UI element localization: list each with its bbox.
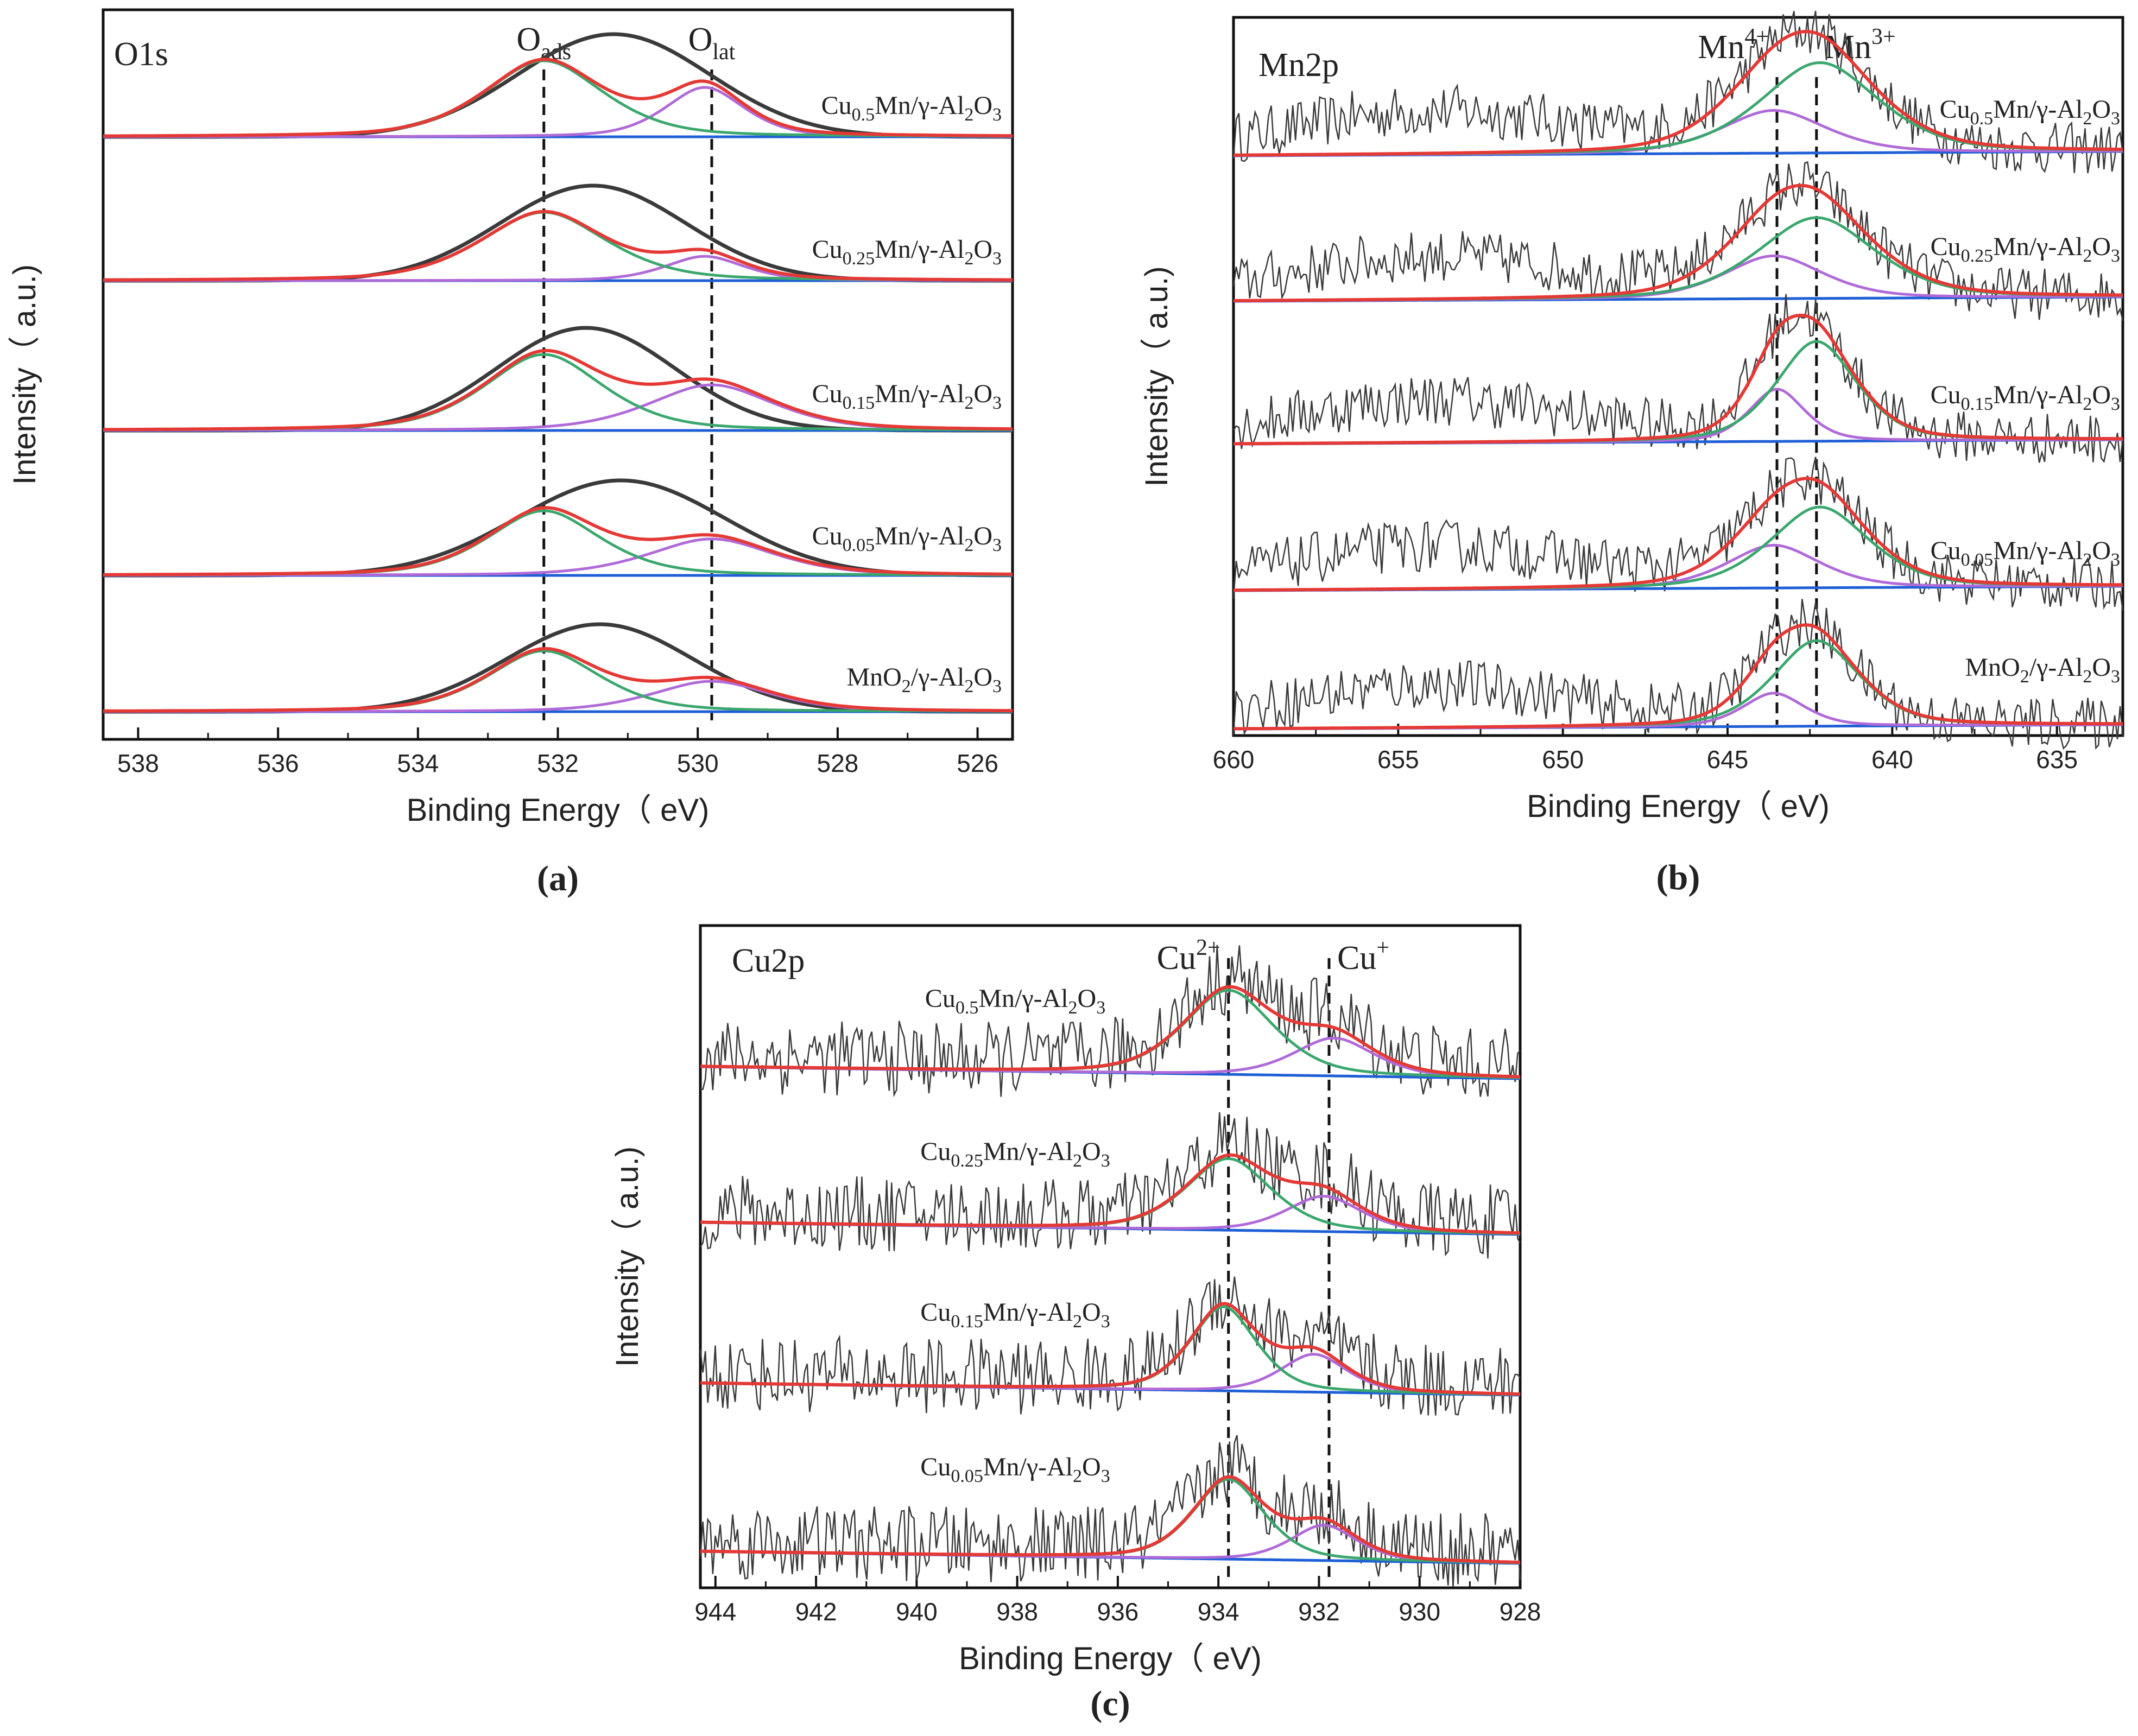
y-axis-label: Intensity（ a.u.) — [1139, 266, 1174, 486]
panel-label: (b) — [1656, 858, 1700, 897]
series-label: MnO2/γ-Al2O3 — [1965, 653, 2120, 687]
x-axis-label: Binding Energy（ eV) — [1527, 789, 1830, 824]
x-tick-label: 655 — [1377, 745, 1419, 774]
reference-label: Cu2+ — [1157, 935, 1220, 977]
x-tick-label: 930 — [1399, 1598, 1440, 1626]
measured-line — [103, 32, 1013, 139]
series-cu0-05mn-al2o3: Cu0.05Mn/γ-Al2O3 — [699, 1435, 1521, 1587]
envelope-line — [103, 210, 1013, 282]
series-cu0-25mn-al2o3: Cu0.25Mn/γ-Al2O3 — [103, 183, 1013, 283]
panel-label: (c) — [1090, 1684, 1130, 1724]
plot-frame — [1232, 16, 2124, 737]
x-tick-label: 635 — [2036, 745, 2078, 774]
series-label: Cu0.25Mn/γ-Al2O3 — [812, 235, 1002, 269]
reference-label: Cu+ — [1337, 935, 1389, 977]
y-axis-label: Intensity（ a.u.) — [7, 264, 42, 485]
x-tick-label: 936 — [1097, 1598, 1139, 1626]
series-label: Cu0.15Mn/γ-Al2O3 — [1931, 381, 2120, 414]
x-tick-label: 536 — [257, 749, 299, 777]
y-axis-label: Intensity（ a.u.) — [610, 1146, 645, 1367]
measured-line — [699, 1435, 1521, 1587]
series-cu0-15mn-al2o3: Cu0.15Mn/γ-Al2O3 — [103, 326, 1013, 433]
x-tick-label: 660 — [1213, 745, 1255, 774]
x-tick-label: 532 — [537, 749, 579, 777]
series-label: Cu0.05Mn/γ-Al2O3 — [920, 1453, 1110, 1486]
x-tick-label: 944 — [694, 1598, 736, 1626]
x-tick-label: 942 — [795, 1598, 837, 1626]
reference-label: Mn4+ — [1698, 24, 1769, 66]
envelope-line — [1233, 477, 2123, 592]
series-mno2-al2o3: MnO2/γ-Al2O3 — [103, 622, 1013, 714]
series-label: Cu0.15Mn/γ-Al2O3 — [812, 379, 1002, 413]
series-label: Cu0.5Mn/γ-Al2O3 — [1940, 95, 2120, 129]
x-tick-label: 534 — [397, 749, 439, 777]
plot-frame — [699, 924, 1522, 1589]
x-tick-label: 528 — [817, 749, 859, 777]
fit-peak-1-line — [1233, 505, 2123, 592]
panel-title: Mn2p — [1258, 47, 1339, 84]
fit-peak-1-line — [700, 1478, 1521, 1564]
measured-line — [103, 183, 1013, 283]
series-cu0-05mn-al2o3: Cu0.05Mn/γ-Al2O3 — [1232, 457, 2124, 611]
series-cu0-5mn-al2o3: Cu0.5Mn/γ-Al2O3 — [700, 945, 1521, 1098]
envelope-line — [103, 58, 1013, 138]
envelope-line — [1233, 623, 2123, 731]
x-tick-label: 940 — [896, 1598, 938, 1626]
envelope-line — [103, 506, 1013, 576]
panel-title: Cu2p — [732, 942, 805, 979]
series-cu0-25mn-al2o3: Cu0.25Mn/γ-Al2O3 — [699, 1112, 1521, 1259]
envelope-line — [1234, 183, 2123, 302]
envelope-line — [1234, 313, 2123, 446]
x-tick-label: 640 — [1871, 745, 1913, 774]
envelope-line — [103, 647, 1013, 713]
measured-line — [1232, 294, 2124, 464]
measured-line — [699, 1276, 1521, 1416]
series-label: Cu0.15Mn/γ-Al2O3 — [920, 1298, 1110, 1332]
measured-line — [1232, 10, 2124, 174]
x-tick-label: 526 — [957, 749, 998, 777]
measured-line — [1232, 457, 2124, 611]
x-tick-label: 938 — [996, 1598, 1038, 1626]
x-tick-label: 650 — [1542, 745, 1584, 774]
series-label: Cu0.05Mn/γ-Al2O3 — [812, 522, 1002, 555]
measured-line — [700, 945, 1521, 1098]
series-label: Cu0.5Mn/γ-Al2O3 — [821, 91, 1002, 125]
series-cu0-15mn-al2o3: Cu0.15Mn/γ-Al2O3 — [1232, 294, 2124, 464]
envelope-line — [103, 349, 1013, 432]
series-cu0-25mn-al2o3: Cu0.25Mn/γ-Al2O3 — [1232, 161, 2124, 321]
x-axis-label: Binding Energy（ eV) — [407, 793, 710, 828]
envelope-line — [700, 1475, 1521, 1564]
envelope-line — [700, 1153, 1521, 1235]
x-tick-label: 538 — [117, 749, 159, 777]
series-label: MnO2/γ-Al2O3 — [846, 663, 1002, 696]
x-tick-label: 645 — [1707, 745, 1749, 774]
measured-line — [699, 1112, 1521, 1259]
series-cu0-15mn-al2o3: Cu0.15Mn/γ-Al2O3 — [699, 1276, 1521, 1416]
series-cu0-05mn-al2o3: Cu0.05Mn/γ-Al2O3 — [103, 478, 1013, 578]
panel-a: 538 536 534 532 530 528 526 Binding Energy（ eV)… — [7, 8, 1014, 898]
envelope-line — [1233, 30, 2123, 157]
x-tick-label: 934 — [1198, 1598, 1239, 1626]
series-cu0-5mn-al2o3: Cu0.5Mn/γ-Al2O3 — [1232, 10, 2124, 174]
series-label: Cu0.5Mn/γ-Al2O3 — [925, 984, 1105, 1018]
x-tick-label: 932 — [1298, 1598, 1340, 1626]
series-label: Cu0.25Mn/γ-Al2O3 — [920, 1137, 1110, 1171]
series-mno2-al2o3: MnO2/γ-Al2O3 — [1232, 599, 2124, 750]
panel-label: (a) — [537, 859, 579, 898]
series-label: Cu0.05Mn/γ-Al2O3 — [1931, 536, 2120, 570]
panel-b: 660 655 650 645 640 635 Binding Energy（ eV) Int… — [1139, 10, 2124, 897]
envelope-line — [700, 985, 1521, 1079]
series-label: Cu0.25Mn/γ-Al2O3 — [1931, 232, 2120, 266]
x-tick-label: 928 — [1500, 1598, 1541, 1626]
x-tick-label: 530 — [677, 749, 719, 777]
panel-c: 944 942 940 938 936 934 932 930 928 Binding Energ… — [610, 924, 1541, 1724]
series-cu0-5mn-al2o3: Cu0.5Mn/γ-Al2O3 — [103, 32, 1013, 139]
reference-label: Olat — [688, 21, 736, 65]
envelope-line — [700, 1302, 1521, 1396]
panel-title: O1s — [114, 36, 168, 73]
x-axis-label: Binding Energy（ eV) — [959, 1641, 1262, 1676]
